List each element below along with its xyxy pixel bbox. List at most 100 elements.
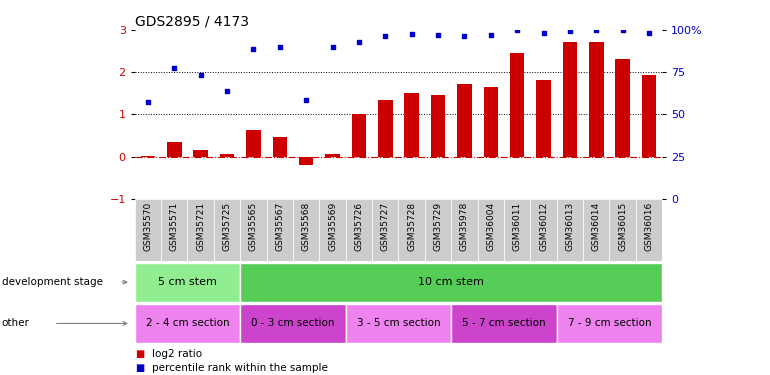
Text: 2 - 4 cm section: 2 - 4 cm section <box>146 318 229 328</box>
Text: log2 ratio: log2 ratio <box>152 350 202 359</box>
Bar <box>425 199 451 261</box>
Bar <box>477 199 504 261</box>
Bar <box>246 130 261 157</box>
Text: 5 cm stem: 5 cm stem <box>158 277 217 287</box>
Point <box>564 28 576 34</box>
Text: 7 - 9 cm section: 7 - 9 cm section <box>567 318 651 328</box>
Text: GSM35726: GSM35726 <box>354 202 363 251</box>
Point <box>353 39 365 45</box>
Text: GSM35570: GSM35570 <box>143 202 152 251</box>
Text: GSM35978: GSM35978 <box>460 202 469 251</box>
Point <box>511 27 524 33</box>
Text: GSM36012: GSM36012 <box>539 202 548 251</box>
Bar <box>504 199 531 261</box>
Bar <box>451 304 557 343</box>
Bar <box>193 150 208 157</box>
Point <box>537 30 550 36</box>
Text: GSM35569: GSM35569 <box>328 202 337 251</box>
Text: GSM36016: GSM36016 <box>644 202 654 251</box>
Bar <box>430 95 445 157</box>
Point <box>617 27 629 33</box>
Bar <box>457 84 472 157</box>
Text: GSM35728: GSM35728 <box>407 202 416 251</box>
Bar <box>214 199 240 261</box>
Point <box>406 31 418 37</box>
Text: 10 cm stem: 10 cm stem <box>418 277 484 287</box>
Bar <box>641 75 656 157</box>
Bar <box>240 199 266 261</box>
Bar <box>293 199 320 261</box>
Bar <box>589 42 604 157</box>
Text: development stage: development stage <box>2 277 102 287</box>
Text: ■: ■ <box>135 363 144 373</box>
Bar <box>188 199 214 261</box>
Point <box>168 65 180 71</box>
Bar <box>615 59 630 157</box>
Bar <box>141 156 156 157</box>
Bar <box>557 199 583 261</box>
Bar <box>325 154 340 157</box>
Bar <box>346 199 372 261</box>
Point <box>195 72 207 78</box>
Text: GSM35725: GSM35725 <box>223 202 232 251</box>
Point <box>326 44 339 50</box>
Text: GSM35568: GSM35568 <box>302 202 310 251</box>
Point <box>247 46 259 52</box>
Point <box>432 32 444 38</box>
Point <box>590 27 602 33</box>
Bar <box>273 137 287 157</box>
Bar <box>135 262 240 302</box>
Bar <box>583 199 609 261</box>
Point <box>643 30 655 36</box>
Bar <box>266 199 293 261</box>
Bar <box>636 199 662 261</box>
Text: percentile rank within the sample: percentile rank within the sample <box>152 363 327 373</box>
FancyArrowPatch shape <box>57 321 127 326</box>
Bar <box>240 304 346 343</box>
Bar <box>404 93 419 157</box>
Text: 5 - 7 cm section: 5 - 7 cm section <box>462 318 546 328</box>
Point <box>300 97 313 103</box>
Text: GSM36014: GSM36014 <box>592 202 601 251</box>
Text: GSM36004: GSM36004 <box>487 202 495 251</box>
Point <box>221 88 233 94</box>
Text: GSM35727: GSM35727 <box>381 202 390 251</box>
Bar <box>372 199 399 261</box>
Bar <box>536 80 551 157</box>
Bar <box>352 114 367 157</box>
Bar <box>510 53 524 157</box>
Bar <box>320 199 346 261</box>
Bar <box>563 42 578 157</box>
Text: GSM35565: GSM35565 <box>249 202 258 251</box>
Bar <box>135 304 240 343</box>
Text: GSM36013: GSM36013 <box>565 202 574 251</box>
Point <box>142 99 154 105</box>
Bar <box>451 199 477 261</box>
Point <box>379 33 391 39</box>
Text: ■: ■ <box>135 350 144 359</box>
Text: GSM36011: GSM36011 <box>513 202 521 251</box>
Text: GSM36015: GSM36015 <box>618 202 627 251</box>
Text: 3 - 5 cm section: 3 - 5 cm section <box>357 318 440 328</box>
Point <box>484 32 497 38</box>
Bar <box>346 304 451 343</box>
Text: other: other <box>2 318 29 328</box>
Bar <box>240 262 662 302</box>
Text: GSM35571: GSM35571 <box>170 202 179 251</box>
Text: GDS2895 / 4173: GDS2895 / 4173 <box>135 14 249 28</box>
Text: GSM35567: GSM35567 <box>276 202 284 251</box>
Bar <box>484 87 498 157</box>
Bar <box>399 199 425 261</box>
Bar <box>557 304 662 343</box>
Text: 0 - 3 cm section: 0 - 3 cm section <box>251 318 335 328</box>
Bar <box>531 199 557 261</box>
Bar <box>167 142 182 157</box>
Bar <box>378 100 393 157</box>
Point <box>273 44 286 50</box>
FancyArrowPatch shape <box>122 280 127 284</box>
Bar <box>299 157 313 165</box>
Text: GSM35729: GSM35729 <box>434 202 443 251</box>
Bar <box>161 199 188 261</box>
Bar <box>135 199 161 261</box>
Point <box>458 33 470 39</box>
